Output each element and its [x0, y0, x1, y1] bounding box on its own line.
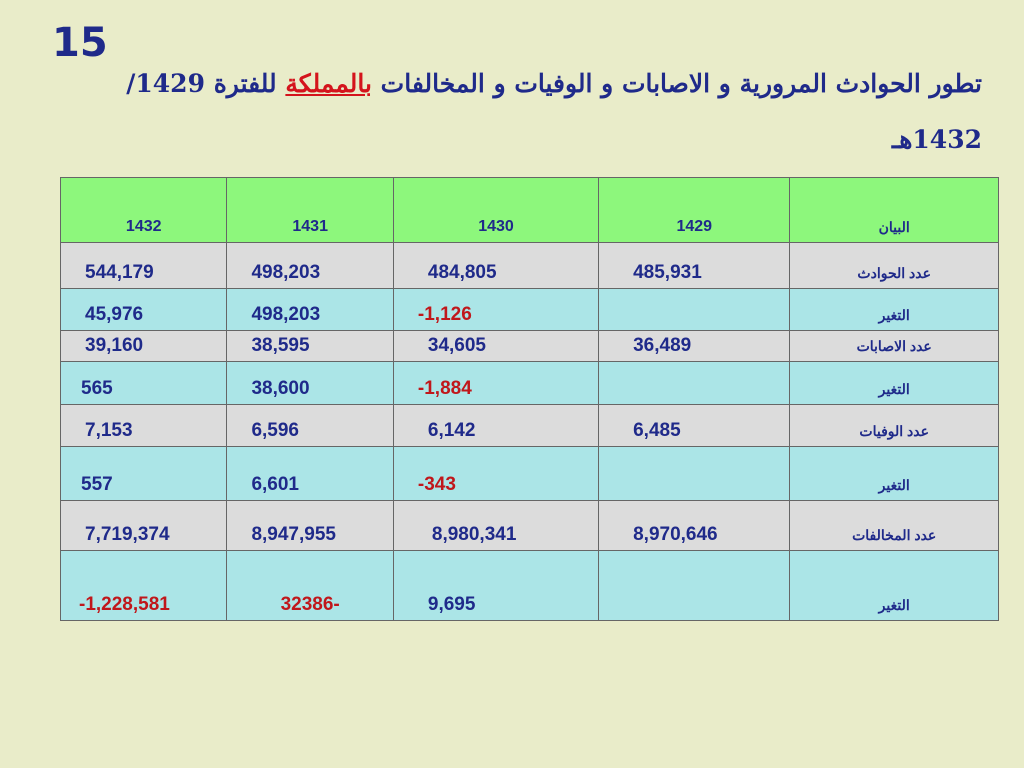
- cell-value-negative: -1,126: [392, 288, 600, 331]
- cell-value-negative: -1,884: [392, 361, 600, 405]
- table-row: 544,179 498,203 484,805 485,931 عدد الحو…: [59, 242, 999, 289]
- cell-value: 38,600: [226, 361, 394, 405]
- row-label: عدد الاصابات: [789, 330, 999, 362]
- cell-value: 38,595: [226, 330, 394, 362]
- cell-value: [598, 361, 791, 405]
- table-row: 45,976 498,203 -1,126 التغير: [59, 288, 999, 331]
- table-row: 557 6,601 -343 التغير: [59, 446, 999, 501]
- cell-value: 39,160: [59, 330, 228, 362]
- cell-value: 36,489: [598, 330, 791, 362]
- cell-value: 484,805: [392, 242, 600, 289]
- cell-value: 6,142: [392, 404, 600, 447]
- row-label: عدد الوفيات: [789, 404, 999, 447]
- cell-value: 6,485: [598, 404, 791, 447]
- cell-value: 45,976: [59, 288, 228, 331]
- slide-number: 15: [52, 20, 108, 66]
- cell-value: [598, 288, 791, 331]
- table-row: 39,160 38,595 34,605 36,489 عدد الاصابات: [59, 330, 999, 362]
- table-row: -1,228,581 32386- 9,695 التغير: [59, 550, 999, 621]
- table-row: 565 38,600 -1,884 التغير: [59, 361, 999, 405]
- title-part1: تطور الحوادث المرورية و الاصابات و الوفي…: [371, 69, 982, 98]
- header-year-1432: 1432: [59, 177, 228, 243]
- table-row: 7,719,374 8,947,955 8,980,341 8,970,646 …: [59, 500, 999, 551]
- cell-value: 565: [59, 361, 228, 405]
- row-label: التغير: [789, 361, 999, 405]
- cell-value-negative: 32386-: [226, 550, 394, 621]
- header-label: البيان: [789, 177, 999, 243]
- cell-value: 6,601: [226, 446, 394, 501]
- cell-value: 485,931: [598, 242, 791, 289]
- cell-value: 8,980,341: [392, 500, 600, 551]
- cell-value: 498,203: [226, 288, 394, 331]
- cell-value: 8,947,955: [226, 500, 394, 551]
- row-label: عدد الحوادث: [789, 242, 999, 289]
- cell-value: 9,695: [392, 550, 600, 621]
- title-part2: للفترة 1429/: [126, 69, 286, 98]
- cell-value-negative: -343: [392, 446, 600, 501]
- header-year-1430: 1430: [392, 177, 600, 243]
- cell-value: 557: [59, 446, 228, 501]
- title-line2: 1432هـ: [891, 125, 982, 154]
- cell-value: 7,153: [59, 404, 228, 447]
- row-label: التغير: [789, 550, 999, 621]
- cell-value: 498,203: [226, 242, 394, 289]
- statistics-table: 1432 1431 1430 1429 البيان 544,179 498,2…: [59, 177, 999, 621]
- row-label: التغير: [789, 288, 999, 331]
- table-header-row: 1432 1431 1430 1429 البيان: [59, 177, 999, 243]
- cell-value: 7,719,374: [59, 500, 228, 551]
- cell-value: 544,179: [59, 242, 228, 289]
- header-year-1429: 1429: [598, 177, 791, 243]
- cell-value: [598, 446, 791, 501]
- cell-value: 6,596: [226, 404, 394, 447]
- cell-value: [598, 550, 791, 621]
- table-row: 7,153 6,596 6,142 6,485 عدد الوفيات: [59, 404, 999, 447]
- row-label: عدد المخالفات: [789, 500, 999, 551]
- slide-title: تطور الحوادث المرورية و الاصابات و الوفي…: [52, 56, 982, 168]
- row-label: التغير: [789, 446, 999, 501]
- cell-value: 34,605: [392, 330, 600, 362]
- title-highlight: بالمملكة: [285, 69, 372, 98]
- header-year-1431: 1431: [226, 177, 394, 243]
- cell-value-negative: -1,228,581: [59, 550, 228, 621]
- cell-value: 8,970,646: [598, 500, 791, 551]
